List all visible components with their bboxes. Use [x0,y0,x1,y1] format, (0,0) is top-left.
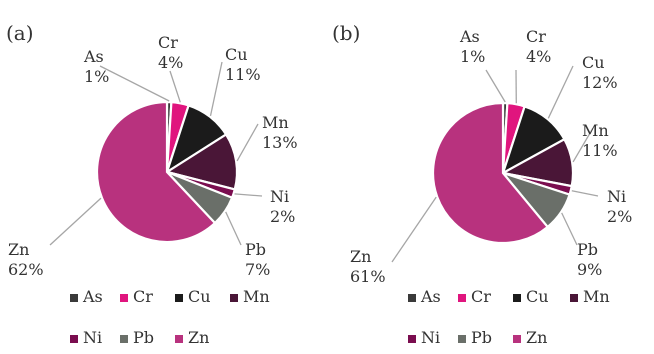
legend-a: As Cr Cu Mn Ni Pb Zn [70,287,270,347]
legend-label-pb-b: Pb [471,328,492,347]
label-name-cr-a: Cr [158,33,178,52]
label-name-pb-b: Pb [577,240,598,259]
slice-zn-a [95,100,217,244]
legend-label-cu-a: Cu [188,287,211,306]
label-value-mn-b: 11% [582,141,618,160]
label-name-pb-a: Pb [245,240,266,259]
pie-slices-a [95,100,239,244]
label-name-as-a: As [83,47,104,66]
label-name-zn-a: Zn [8,240,29,259]
leader-line-pb-a [225,211,242,246]
legend-label-mn-a: Mn [243,287,270,306]
label-name-cr-b: Cr [526,27,546,46]
leader-line-cu-b [547,65,574,119]
legend-swatch-mn-b [570,294,578,302]
leader-line-zn-a [49,197,102,246]
legend-label-mn-b: Mn [583,287,610,306]
legend-swatch-pb-b [458,335,466,343]
label-name-as-b: As [459,27,480,46]
label-value-cr-b: 4% [526,47,551,66]
label-name-zn-b: Zn [350,247,371,266]
leader-line-ni-a [234,193,263,197]
slice-zn-b [431,101,550,245]
label-value-cu-b: 12% [582,73,618,92]
legend-label-zn-a: Zn [188,328,209,347]
legend-swatch-as-b [408,294,416,302]
label-value-cr-a: 4% [158,53,183,72]
leader-line-zn-b [391,196,437,263]
label-value-as-b: 1% [460,47,485,66]
leader-lines-a [49,61,263,246]
legend-label-pb-a: Pb [133,328,154,347]
label-value-ni-a: 2% [270,207,295,226]
legend-label-cr-a: Cr [133,287,153,306]
label-name-mn-b: Mn [582,121,609,140]
label-value-zn-a: 62% [8,260,44,279]
legend-label-cr-b: Cr [471,287,491,306]
legend-b: As Cr Cu Mn Ni Pb Zn [408,287,610,347]
legend-swatch-zn-b [513,335,521,343]
leader-line-mn-b [572,127,594,163]
label-value-cu-a: 11% [225,65,261,84]
leader-line-as-a [99,65,170,102]
legend-label-as-b: As [420,287,441,306]
leader-line-ni-b [571,190,599,197]
leader-lines-b [391,65,599,263]
legend-swatch-mn-a [230,294,238,302]
pie-slices-b [431,101,575,245]
label-value-pb-b: 9% [577,260,602,279]
legend-label-cu-b: Cu [526,287,549,306]
leader-line-as-b [485,69,506,103]
legend-swatch-cu-b [513,294,521,302]
label-value-pb-a: 7% [245,260,270,279]
legend-label-ni-a: Ni [83,328,102,347]
legend-swatch-cr-b [458,294,466,302]
label-value-zn-b: 61% [350,267,386,286]
label-name-cu-a: Cu [225,45,248,64]
label-value-mn-a: 13% [262,133,298,152]
label-name-mn-a: Mn [262,113,289,132]
label-value-as-a: 1% [84,67,109,86]
label-name-ni-a: Ni [270,187,289,206]
leader-line-mn-a [236,123,259,162]
legend-swatch-ni-b [408,335,416,343]
legend-swatch-zn-a [175,335,183,343]
legend-label-ni-b: Ni [421,328,440,347]
label-name-ni-b: Ni [607,187,626,206]
legend-swatch-as-a [70,294,78,302]
legend-swatch-cr-a [120,294,128,302]
leader-line-cu-a [209,61,223,117]
legend-swatch-pb-a [120,335,128,343]
panel-label-b: (b) [332,21,360,45]
legend-label-zn-b: Zn [526,328,547,347]
legend-swatch-ni-a [70,335,78,343]
leader-line-cr-a [169,70,181,103]
legend-label-as-a: As [82,287,103,306]
label-value-ni-b: 2% [607,207,632,226]
legend-swatch-cu-a [175,294,183,302]
panel-label-a: (a) [6,21,34,45]
label-name-cu-b: Cu [582,53,605,72]
leader-line-pb-b [561,212,578,246]
